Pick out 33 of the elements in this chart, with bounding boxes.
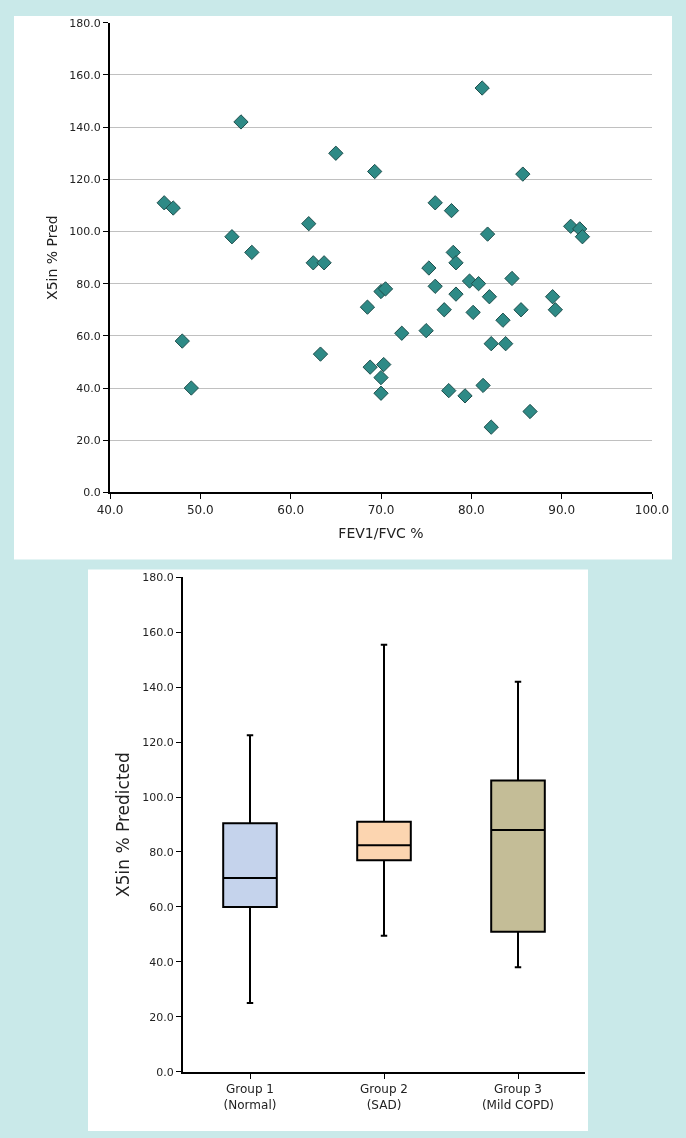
x-tick-label: 90.0 [548,502,576,517]
y-tick-label: 60.0 [76,329,101,343]
x-tick-label: 100.0 [634,502,670,517]
y-tick-label: 20.0 [76,434,101,448]
y-tick-label: 180.0 [142,571,174,585]
y-tick-label: 120.0 [142,736,174,750]
y-tick-label: 140.0 [142,681,174,695]
y-tick-label: 100.0 [142,790,174,804]
y-tick-label: 60.0 [149,900,174,914]
x-axis-title: FEV1/FVC % [338,524,424,541]
x-tick-label: 80.0 [457,502,485,517]
y-tick-label: 160.0 [142,626,174,640]
y-tick-label: 40.0 [149,955,174,969]
y-tick-label: 40.0 [76,381,101,395]
x-tick-label: Group 3 (Mild COPD) [481,1082,555,1112]
x-tick-label: 40.0 [96,502,124,517]
y-axis-title: X5in % Predicted [113,752,134,897]
y-tick-label: 160.0 [69,68,101,82]
y-tick-label: 0.0 [156,1065,174,1079]
x-tick-label: 50.0 [186,502,214,517]
y-tick-label: 120.0 [69,173,101,187]
y-tick-label: 20.0 [149,1010,174,1024]
y-tick-label: 180.0 [69,16,101,30]
x-tick-label: Group 1 (Normal) [223,1082,277,1112]
y-tick-label: 140.0 [69,121,101,135]
y-tick-label: 80.0 [76,277,101,291]
y-tick-label: 0.0 [83,486,101,500]
x-tick-label: 60.0 [277,502,305,517]
x-tick-label: 70.0 [367,502,395,517]
x-tick-label: Group 2 (SAD) [360,1082,408,1112]
y-axis-title: X5in % Pred [44,215,61,300]
y-tick-label: 80.0 [149,845,174,859]
y-tick-label: 100.0 [69,225,101,239]
